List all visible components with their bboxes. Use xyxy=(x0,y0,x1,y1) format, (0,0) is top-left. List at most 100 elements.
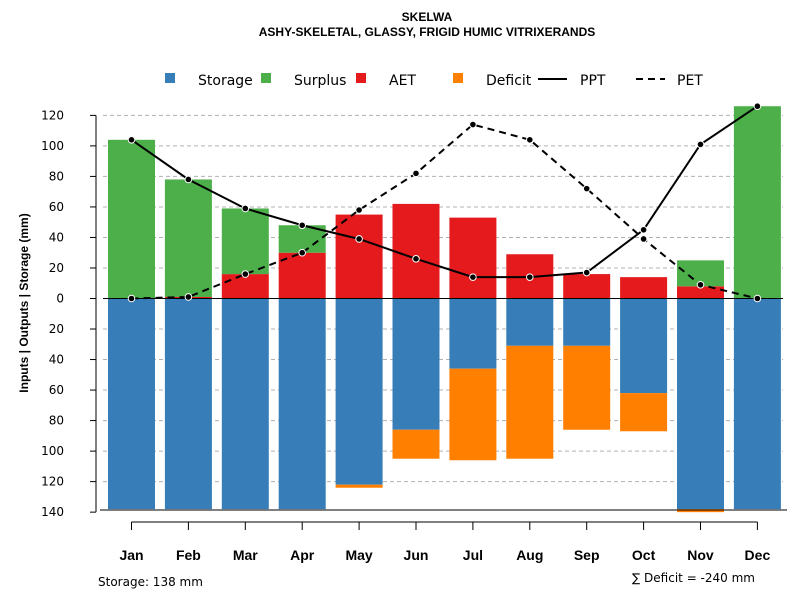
aet-bar-sep xyxy=(563,274,611,299)
ppt-point-jul xyxy=(469,273,477,281)
x-tick-label-may: May xyxy=(345,547,372,563)
aet-bar-mar xyxy=(221,274,269,299)
ppt-line xyxy=(130,105,758,279)
storage-bar-apr xyxy=(278,298,326,510)
deficit-bar-aug xyxy=(506,345,554,459)
ppt-point-apr xyxy=(298,221,307,230)
ppt-point-feb xyxy=(184,175,193,184)
pet-point-apr xyxy=(298,248,307,257)
y-tick-label-8: 40 xyxy=(49,353,64,367)
pet-point-feb xyxy=(184,293,193,301)
ppt-point-dec xyxy=(753,102,762,111)
aet-bar-nov xyxy=(677,286,724,299)
aet-bar-oct xyxy=(620,277,668,299)
storage-bar-jun xyxy=(392,298,440,430)
storage-bar-jan xyxy=(108,298,155,510)
y-tick-label-10: 80 xyxy=(49,414,64,428)
deficit-total-note: ∑ Deficit = -240 mm xyxy=(632,571,755,585)
deficit-bar-may xyxy=(335,484,383,488)
y-tick-label-3: 60 xyxy=(49,200,64,214)
ppt-point-jan xyxy=(127,135,136,144)
pet-point-jun xyxy=(412,169,420,178)
storage-bar-nov xyxy=(677,298,724,510)
legend-swatch-deficit xyxy=(453,73,463,83)
deficit-bar-sep xyxy=(563,345,611,430)
x-tick-label-mar: Mar xyxy=(233,547,258,563)
legend-swatch-storage xyxy=(165,73,175,83)
deficit-bar-jul xyxy=(449,368,497,461)
pet-point-dec xyxy=(753,294,762,303)
aet-bar-jul xyxy=(449,217,497,299)
legend-swatch-aet xyxy=(356,73,366,83)
y-tick-label-6: 0 xyxy=(56,292,64,306)
legend-label-pet: PET xyxy=(677,73,703,89)
chart-title: SKELWA xyxy=(402,10,453,24)
surplus-bar-mar xyxy=(221,208,269,275)
legend-swatch-surplus xyxy=(261,73,271,83)
x-tick-label-dec: Dec xyxy=(745,547,771,563)
ppt-point-mar xyxy=(241,204,250,213)
y-tick-label-9: 60 xyxy=(49,383,64,397)
y-axis: 120 100 80 60 40 20 0 20 40 60 80 100 120 140 xyxy=(41,108,97,519)
y-tick-label-0: 120 xyxy=(41,108,64,122)
y-tick-label-13: 140 xyxy=(41,505,64,519)
storage-bar-jul xyxy=(449,298,497,369)
surplus-bar-feb xyxy=(164,179,212,297)
storage-bar-aug xyxy=(506,298,554,346)
aet-bar-jun xyxy=(392,203,440,299)
x-tick-label-nov: Nov xyxy=(687,547,714,563)
legend-label-surplus: Surplus xyxy=(294,73,346,89)
legend-label-deficit: Deficit xyxy=(486,73,532,89)
x-tick-label-jan: Jan xyxy=(119,547,143,563)
legend-label-ppt: PPT xyxy=(580,73,606,89)
storage-bar-feb xyxy=(164,298,212,510)
chart-subtitle: ASHY-SKELETAL, GLASSY, FRIGID HUMIC VITR… xyxy=(259,25,595,39)
pet-point-may xyxy=(355,206,363,214)
y-tick-label-12: 120 xyxy=(41,475,64,489)
x-tick-label-apr: Apr xyxy=(290,547,315,563)
pet-point-sep xyxy=(582,184,591,193)
y-axis-label: Inputs | Outputs | Storage (mm) xyxy=(17,213,31,392)
pet-point-jul xyxy=(469,120,477,129)
ppt-point-oct xyxy=(639,226,648,234)
legend-label-aet: AET xyxy=(389,73,416,89)
aet-bar-may xyxy=(335,214,383,299)
deficit-bar-nov xyxy=(677,509,724,513)
deficit-bar-jun xyxy=(392,429,440,459)
storage-bar-mar xyxy=(221,298,269,510)
legend-label-storage: Storage xyxy=(198,73,253,89)
y-tick-label-2: 80 xyxy=(49,169,64,183)
storage-bar-oct xyxy=(620,298,668,394)
pet-line xyxy=(131,123,758,300)
ppt-point-sep xyxy=(582,268,591,277)
x-tick-label-jun: Jun xyxy=(404,547,429,563)
pet-point-aug xyxy=(526,135,534,144)
bars xyxy=(103,106,783,513)
y-tick-label-1: 100 xyxy=(41,139,64,153)
pet-point-nov xyxy=(696,280,705,289)
surplus-bar-dec xyxy=(733,106,781,299)
ppt-point-jun xyxy=(412,255,420,263)
y-tick-label-11: 100 xyxy=(41,444,64,458)
surplus-bar-jan xyxy=(108,139,155,299)
pet-point-jan xyxy=(127,294,136,303)
ppt-point-nov xyxy=(696,140,705,149)
ppt-point-may xyxy=(355,235,363,243)
series-lines xyxy=(127,102,762,303)
x-tick-label-oct: Oct xyxy=(632,547,656,563)
storage-bar-dec xyxy=(733,298,781,510)
ppt-point-aug xyxy=(526,273,534,281)
y-tick-label-4: 40 xyxy=(49,230,64,244)
y-tick-label-5: 20 xyxy=(49,261,64,275)
x-tick-label-jul: Jul xyxy=(463,547,483,563)
x-tick-label-sep: Sep xyxy=(574,547,600,563)
x-tick-label-aug: Aug xyxy=(516,547,543,563)
storage-bar-sep xyxy=(563,298,611,346)
deficit-bar-oct xyxy=(620,393,668,432)
aet-bar-apr xyxy=(278,252,326,299)
pet-point-oct xyxy=(639,235,648,243)
x-axis: Jan Feb Mar Apr May Jun Jul Aug Sep Oct Nov Dec xyxy=(100,509,787,563)
pet-point-mar xyxy=(241,270,250,278)
y-tick-label-7: 20 xyxy=(49,322,64,336)
